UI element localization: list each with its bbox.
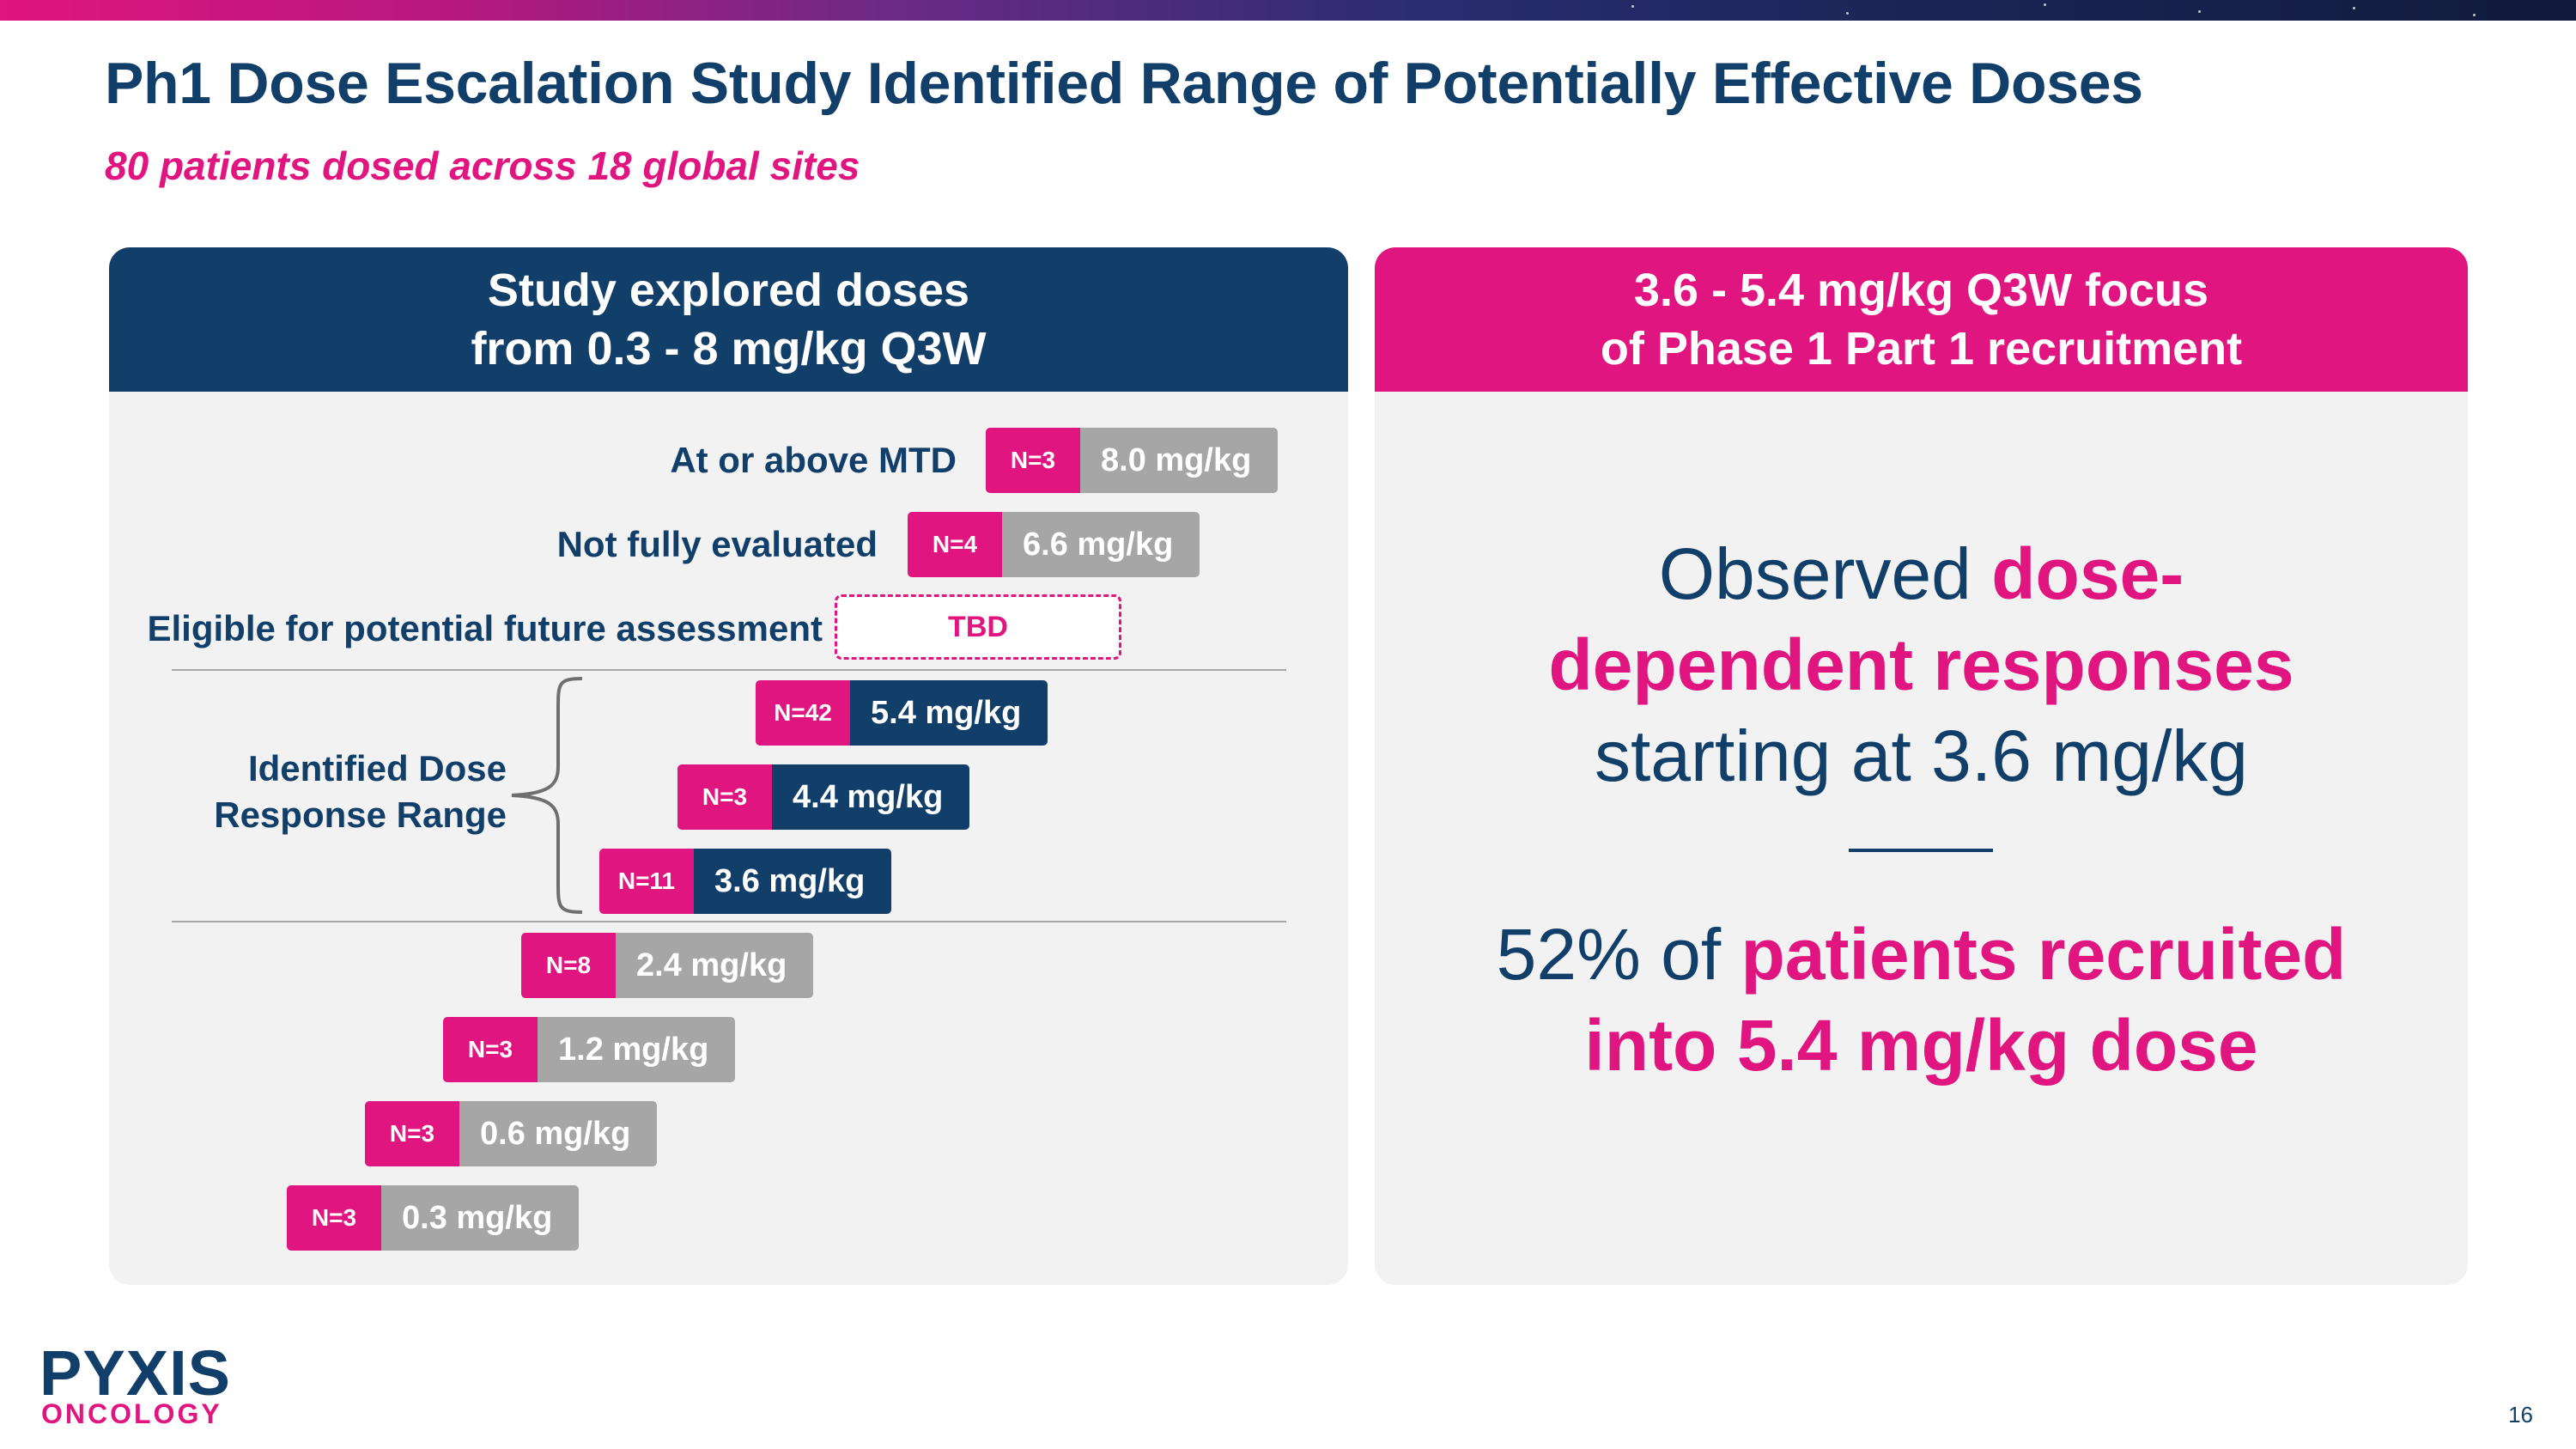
dose-bar: N=8 2.4 mg/kg [521,933,813,998]
row-label-mtd: At or above MTD [670,440,957,480]
page-number: 16 [2508,1402,2533,1428]
pyxis-logo-wordmark: PYXIS [39,1337,231,1409]
oncology-logo-wordmark: ONCOLOGY [41,1398,222,1429]
observed-responses-text: Observed dose- dependent responses start… [1375,528,2468,801]
focus-panel-header: 3.6 - 5.4 mg/kg Q3W focus of Phase 1 Par… [1375,247,2468,392]
obs-prefix: Observed [1658,533,1992,614]
patient-count: N=11 [599,849,694,914]
dose-value: 5.4 mg/kg [850,680,1048,746]
row-label-not-evaluated: Not fully evaluated [556,524,878,564]
page-title: Ph1 Dose Escalation Study Identified Ran… [105,51,2143,116]
dose-panel-heading-line1: Study explored doses [487,265,970,316]
stat-prefix: 52% of [1496,914,1741,995]
focus-panel-heading-line1: 3.6 - 5.4 mg/kg Q3W focus [1633,265,2209,316]
dose-bar: N=3 4.4 mg/kg [677,764,969,830]
patient-count: N=3 [365,1101,459,1166]
obs-suffix: starting at 3.6 mg/kg [1594,715,2249,796]
identified-dose-range-label: Identified Dose Response Range [155,746,507,838]
dose-escalation-panel: Study explored doses from 0.3 - 8 mg/kg … [109,247,1348,1285]
patient-count: N=3 [287,1185,381,1251]
top-gradient-bar [0,0,2576,21]
dose-bar: N=4 6.6 mg/kg [908,512,1200,577]
dose-value: 4.4 mg/kg [772,764,969,830]
dose-bar: N=3 8.0 mg/kg [986,428,1278,493]
range-separator-top [172,669,1286,671]
dose-bar: N=3 0.6 mg/kg [365,1101,657,1166]
dose-value: 0.6 mg/kg [459,1101,657,1166]
dose-panel-heading-line2: from 0.3 - 8 mg/kg Q3W [471,323,987,374]
dose-bar: N=42 5.4 mg/kg [756,680,1048,746]
patient-count: N=3 [677,764,772,830]
patient-count: N=8 [521,933,616,998]
dose-value: 2.4 mg/kg [616,933,813,998]
dose-value: 6.6 mg/kg [1002,512,1200,577]
focus-panel-heading-line2: of Phase 1 Part 1 recruitment [1600,323,2243,374]
dose-value: 8.0 mg/kg [1080,428,1278,493]
dose-value: 0.3 mg/kg [381,1185,579,1251]
stat-highlight-1: patients recruited [1741,914,2347,995]
patient-count: N=42 [756,680,850,746]
dose-value: 1.2 mg/kg [538,1017,735,1082]
dose-value: 3.6 mg/kg [694,849,891,914]
range-label-line1: Identified Dose [247,748,507,788]
dose-panel-header: Study explored doses from 0.3 - 8 mg/kg … [109,247,1348,392]
text-divider [1849,849,1993,852]
obs-highlight-1: dose- [1991,533,2184,614]
patient-count: N=3 [986,428,1080,493]
page-subtitle: 80 patients dosed across 18 global sites [105,143,860,188]
stat-highlight-2: into 5.4 mg/kg dose [1584,1005,2258,1086]
curly-brace-icon [511,677,583,914]
obs-highlight-2: dependent responses [1548,624,2294,705]
recruitment-focus-panel: 3.6 - 5.4 mg/kg Q3W focus of Phase 1 Par… [1375,247,2468,1285]
recruitment-stat-text: 52% of patients recruited into 5.4 mg/kg… [1375,909,2468,1091]
range-label-line2: Response Range [214,795,507,835]
dose-bar: N=3 0.3 mg/kg [287,1185,579,1251]
range-separator-bottom [172,921,1286,922]
dose-bar: N=11 3.6 mg/kg [599,849,891,914]
row-label-eligible: Eligible for potential future assessment [147,608,823,648]
patient-count: N=3 [443,1017,538,1082]
dose-bar: N=3 1.2 mg/kg [443,1017,735,1082]
tbd-dose-box: TBD [835,594,1121,660]
patient-count: N=4 [908,512,1002,577]
